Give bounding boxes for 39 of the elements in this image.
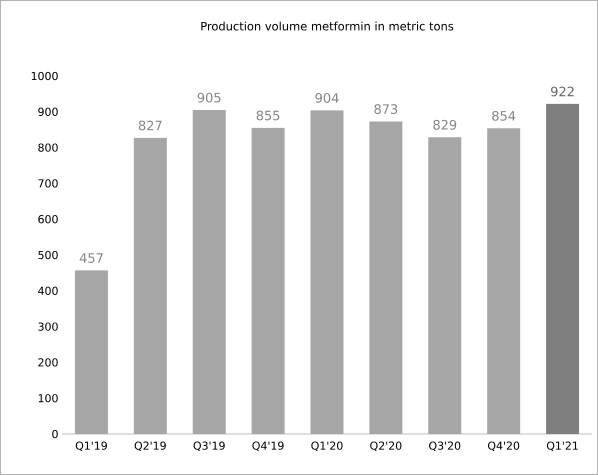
x-tick-label: Q2'19 <box>134 442 166 452</box>
data-label: 855 <box>256 110 280 120</box>
y-tick-label: 0 <box>52 430 58 438</box>
data-label: 922 <box>551 86 574 96</box>
data-label: 827 <box>138 120 162 130</box>
y-tick-label: 900 <box>38 108 58 116</box>
bar <box>310 110 344 434</box>
x-tick-label: Q1'19 <box>76 442 107 452</box>
x-tick-label: Q1'20 <box>311 442 343 452</box>
y-tick-label: 700 <box>38 179 58 188</box>
bar <box>192 110 226 434</box>
x-tick-label: Q3'19 <box>194 442 225 452</box>
bar <box>428 137 462 434</box>
bar <box>252 128 285 434</box>
bar <box>546 104 580 434</box>
data-label: 873 <box>374 104 398 114</box>
x-tick-label: Q4'19 <box>252 442 284 452</box>
data-label: 457 <box>80 253 103 263</box>
bar <box>134 138 167 434</box>
data-label: 905 <box>198 92 220 102</box>
bar <box>74 270 108 434</box>
y-tick-label: 1000 <box>32 72 58 80</box>
y-tick-label: 500 <box>38 250 58 260</box>
y-tick-label: 600 <box>38 215 58 224</box>
y-tick-label: 400 <box>38 286 58 295</box>
data-label: 829 <box>433 120 456 130</box>
y-tick-label: 300 <box>38 322 58 331</box>
data-label: 854 <box>492 110 516 121</box>
bar <box>369 121 402 434</box>
x-tick-label: Q1'21 <box>546 442 578 452</box>
x-tick-label: Q2'20 <box>370 442 402 452</box>
y-tick-label: 200 <box>38 358 58 367</box>
x-tick-label: Q3'20 <box>429 442 460 452</box>
x-tick-label: Q4'20 <box>488 442 520 452</box>
data-label: 904 <box>315 93 339 103</box>
chart-title: Production volume metformin in metric tons <box>201 22 454 30</box>
bar <box>487 128 520 434</box>
y-tick-label: 100 <box>38 394 58 402</box>
y-tick-label: 800 <box>38 143 58 152</box>
